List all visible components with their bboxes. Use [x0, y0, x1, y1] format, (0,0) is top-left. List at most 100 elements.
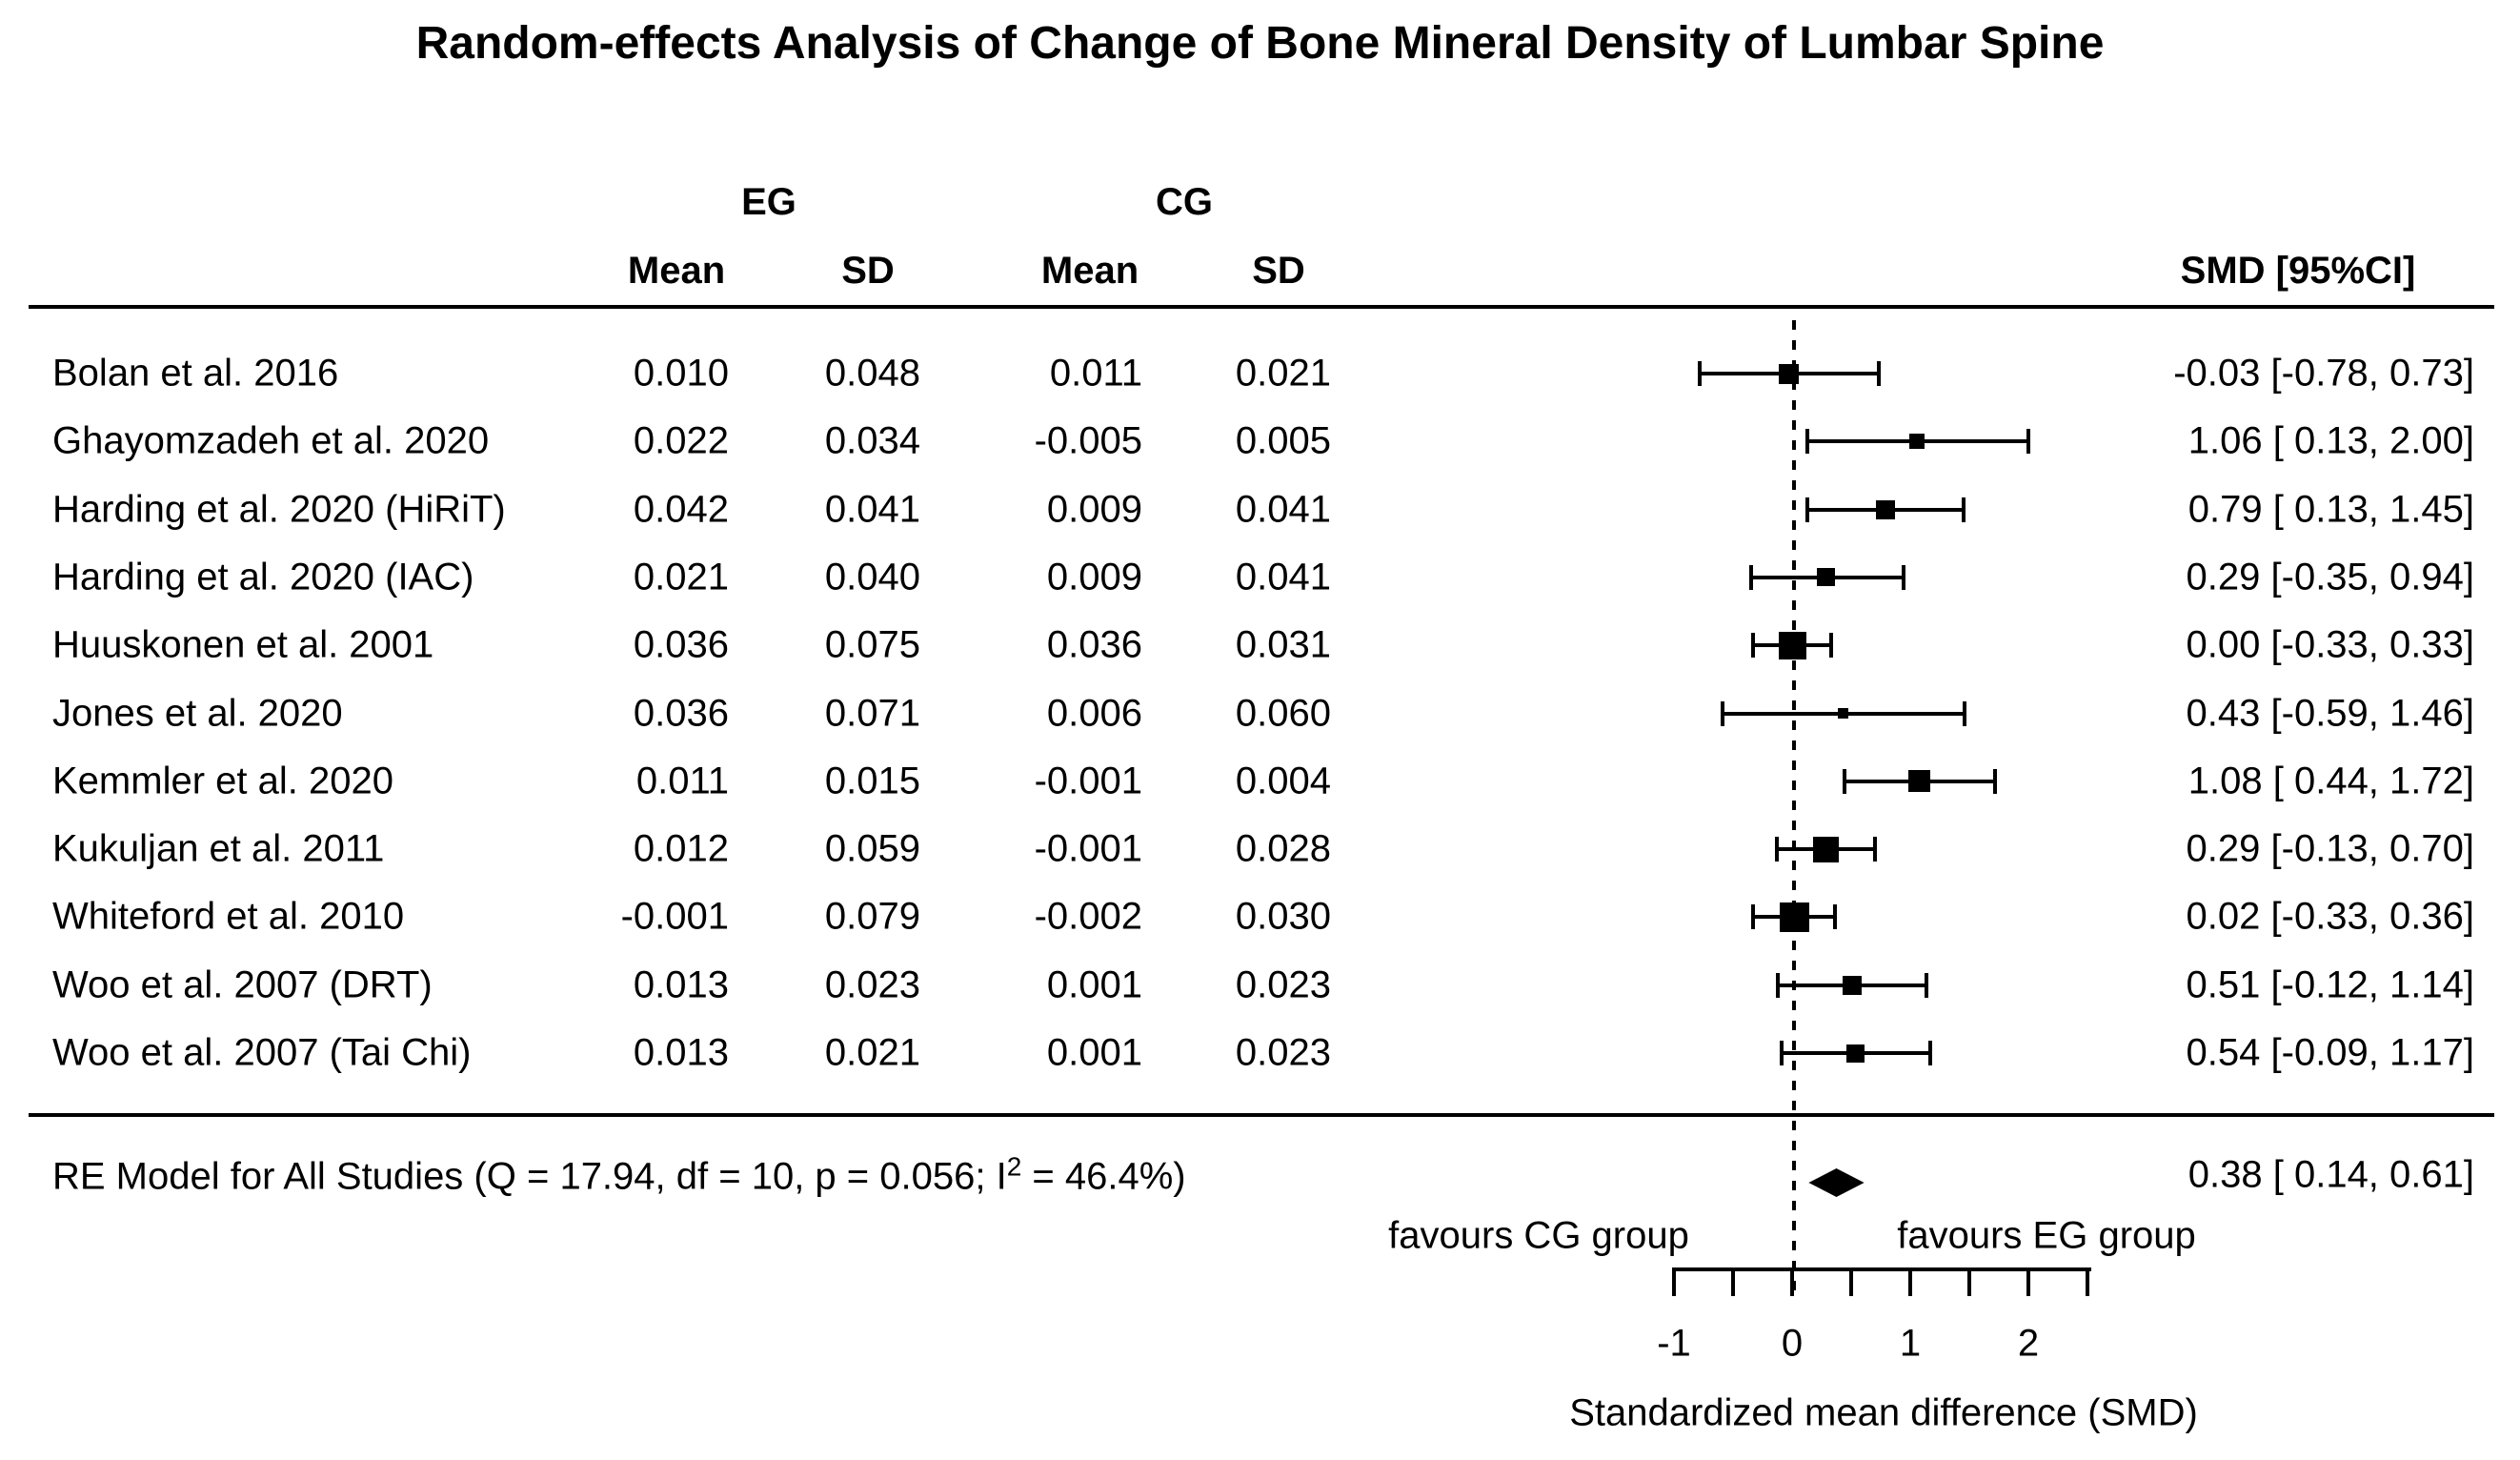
- effect-square: [1909, 434, 1925, 450]
- eg-mean-value: 0.013: [633, 963, 729, 1006]
- smd-ci-value: -0.03 [-0.78, 0.73]: [2173, 352, 2474, 395]
- effect-square: [1908, 770, 1931, 793]
- summary-rule: [29, 1113, 2494, 1117]
- study-label: Huuskonen et al. 2001: [52, 623, 434, 666]
- cg-mean-value: 0.001: [1046, 963, 1142, 1006]
- eg-mean-value: -0.001: [620, 895, 729, 938]
- effect-square: [1837, 708, 1848, 719]
- study-label: Kukuljan et al. 2011: [52, 827, 385, 870]
- ci-cap-right: [1928, 1041, 1933, 1065]
- axis-tick: [1967, 1267, 1971, 1296]
- eg-sd-value: 0.021: [824, 1031, 920, 1074]
- study-label: Woo et al. 2007 (Tai Chi): [52, 1031, 472, 1074]
- smd-ci-value: 0.43 [-0.59, 1.46]: [2186, 692, 2474, 734]
- ci-cap-left: [1842, 768, 1846, 794]
- cg-sd-value: 0.028: [1235, 827, 1331, 870]
- eg-mean-value: 0.013: [633, 1031, 729, 1074]
- eg-sd-value: 0.071: [824, 692, 920, 734]
- cg-sd-value: 0.041: [1235, 556, 1331, 598]
- axis-tick: [1849, 1267, 1853, 1296]
- favours-left-label: favours CG group: [1388, 1214, 1689, 1257]
- eg-sd-value: 0.034: [824, 419, 920, 462]
- eg-sd-value: 0.059: [824, 827, 920, 870]
- col-header-eg-sd: SD: [841, 250, 895, 292]
- cg-mean-value: -0.002: [1034, 895, 1142, 938]
- eg-mean-value: 0.010: [633, 352, 729, 395]
- cg-mean-value: 0.036: [1046, 623, 1142, 666]
- eg-mean-value: 0.036: [633, 692, 729, 734]
- cg-mean-value: 0.009: [1046, 556, 1142, 598]
- ci-cap-right: [1876, 361, 1881, 386]
- study-label: Harding et al. 2020 (HiRiT): [52, 488, 506, 531]
- effect-square: [1779, 902, 1809, 932]
- cg-sd-value: 0.031: [1235, 623, 1331, 666]
- cg-sd-value: 0.004: [1235, 760, 1331, 802]
- x-tick-label: 1: [1899, 1322, 1922, 1365]
- smd-ci-value: 0.79 [ 0.13, 1.45]: [2187, 488, 2474, 531]
- eg-sd-value: 0.015: [824, 760, 920, 802]
- cg-mean-value: 0.001: [1046, 1031, 1142, 1074]
- study-label: Ghayomzadeh et al. 2020: [52, 419, 490, 462]
- cg-sd-value: 0.041: [1235, 488, 1331, 531]
- eg-sd-value: 0.048: [824, 352, 920, 395]
- col-header-cg-mean: Mean: [1040, 250, 1139, 292]
- eg-mean-value: 0.011: [635, 760, 729, 802]
- cg-mean-value: -0.001: [1034, 760, 1142, 802]
- cg-sd-value: 0.060: [1235, 692, 1331, 734]
- col-header-eg-mean: Mean: [627, 250, 726, 292]
- ci-cap-right: [1901, 564, 1905, 590]
- cg-mean-value: -0.005: [1034, 419, 1142, 462]
- study-label: Jones et al. 2020: [52, 692, 343, 734]
- ci-cap-left: [1779, 1041, 1784, 1065]
- ci-cap-right: [1832, 904, 1837, 930]
- ci-cap-left: [1751, 904, 1756, 930]
- eg-mean-value: 0.012: [633, 827, 729, 870]
- effect-square: [1778, 631, 1806, 659]
- ci-cap-right: [1961, 497, 1966, 522]
- axis-tick: [1908, 1267, 1912, 1296]
- summary-label-sup: 2: [1006, 1151, 1022, 1182]
- axis-tick: [2086, 1267, 2089, 1296]
- x-tick-label: 0: [1781, 1322, 1804, 1365]
- ci-cap-left: [1720, 700, 1724, 726]
- smd-ci-value: 0.02 [-0.33, 0.36]: [2186, 895, 2474, 938]
- plot-title: Random-effects Analysis of Change of Bon…: [415, 18, 2105, 69]
- header-rule: [29, 305, 2494, 309]
- cg-sd-value: 0.030: [1235, 895, 1331, 938]
- effect-square: [1843, 975, 1863, 995]
- x-axis-line: [1674, 1267, 2091, 1271]
- ci-cap-right: [2026, 429, 2030, 455]
- ci-cap-right: [1925, 972, 1929, 998]
- cg-mean-value: 0.009: [1046, 488, 1142, 531]
- col-header-cg-group: CG: [1156, 181, 1213, 223]
- x-tick-label: 2: [2017, 1322, 2040, 1365]
- smd-ci-value: 0.51 [-0.12, 1.14]: [2186, 963, 2474, 1006]
- smd-ci-value: 0.29 [-0.35, 0.94]: [2186, 556, 2474, 598]
- eg-sd-value: 0.079: [824, 895, 920, 938]
- smd-ci-value: 1.06 [ 0.13, 2.00]: [2187, 419, 2474, 462]
- ci-cap-left: [1776, 972, 1781, 998]
- ci-cap-left: [1751, 633, 1756, 659]
- effect-square: [1817, 568, 1836, 587]
- zero-reference-line: [1792, 320, 1796, 1296]
- cg-sd-value: 0.005: [1235, 419, 1331, 462]
- ci-cap-right: [1963, 700, 1967, 726]
- col-header-eg-group: EG: [741, 181, 796, 223]
- cg-mean-value: 0.011: [1049, 352, 1142, 395]
- study-label: Bolan et al. 2016: [52, 352, 339, 395]
- eg-mean-value: 0.021: [633, 556, 729, 598]
- effect-square: [1846, 1044, 1865, 1063]
- summary-label-post: = 46.4%): [1021, 1155, 1186, 1198]
- eg-mean-value: 0.036: [633, 623, 729, 666]
- ci-cap-left: [1805, 497, 1810, 522]
- summary-diamond: [1808, 1168, 1865, 1197]
- ci-cap-right: [1828, 633, 1833, 659]
- favours-right-label: favours EG group: [1897, 1214, 2196, 1257]
- col-header-smd-ci: SMD [95%CI]: [2180, 250, 2416, 292]
- cg-mean-value: 0.006: [1046, 692, 1142, 734]
- col-header-cg-sd: SD: [1252, 250, 1305, 292]
- ci-cap-left: [1774, 837, 1779, 862]
- summary-smd-value: 0.38 [ 0.14, 0.61]: [2187, 1153, 2474, 1196]
- eg-mean-value: 0.022: [633, 419, 729, 462]
- x-axis-title: Standardized mean difference (SMD): [1569, 1391, 2198, 1434]
